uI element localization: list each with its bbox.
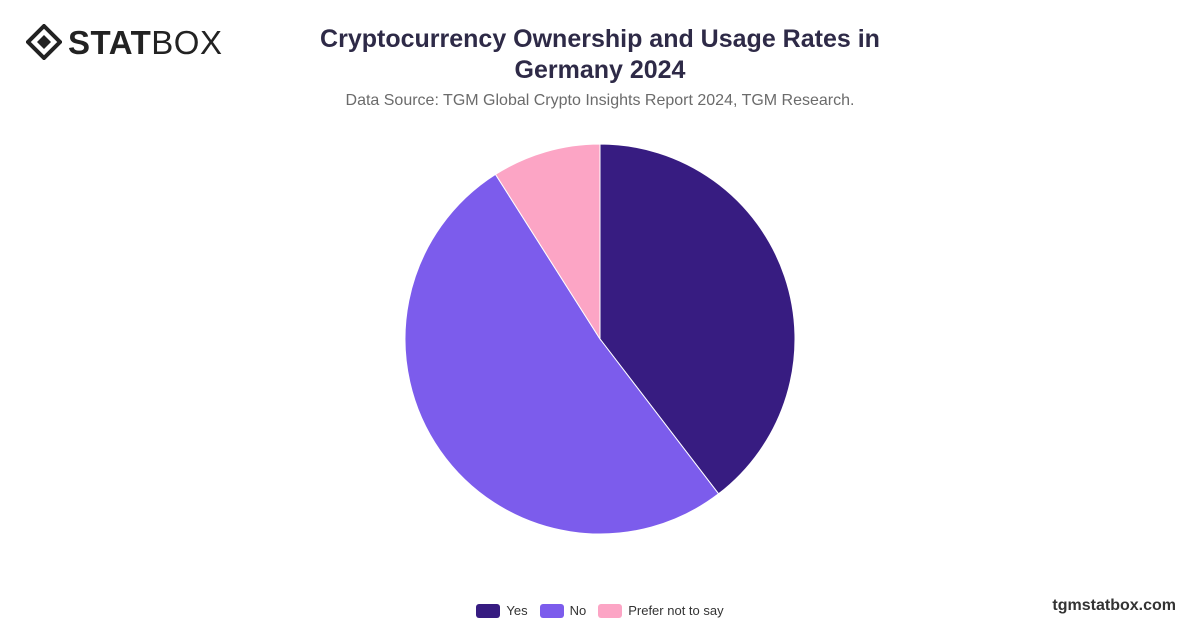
chart-subtitle: Data Source: TGM Global Crypto Insights … [345, 92, 855, 109]
chart-title: Cryptocurrency Ownership and Usage Rates… [320, 25, 880, 84]
legend-item-yes[interactable]: Yes [476, 603, 528, 618]
statbox-logo: STATBOX [26, 24, 222, 60]
legend-swatch [539, 603, 564, 618]
pie-slice-prefer-not-to-say[interactable] [494, 143, 601, 341]
legend-swatch [476, 603, 501, 618]
legend-swatch [598, 603, 623, 618]
legend-item-no[interactable]: No [539, 603, 587, 618]
logo-wordmark: STATBOX [68, 23, 223, 61]
legend-label: No [569, 603, 587, 618]
chart-legend: Yes No Prefer not to say [0, 603, 1200, 618]
legend-item-prefer-not-to-say[interactable]: Prefer not to say [598, 603, 724, 618]
footer-site-url: tgmstatbox.com [1052, 597, 1176, 614]
pie-slice-no[interactable] [404, 173, 720, 535]
legend-label: Prefer not to say [628, 603, 724, 618]
pie-slice-yes[interactable] [599, 143, 796, 495]
legend-label: Yes [506, 603, 528, 618]
statbox-diamond-icon [26, 24, 62, 60]
